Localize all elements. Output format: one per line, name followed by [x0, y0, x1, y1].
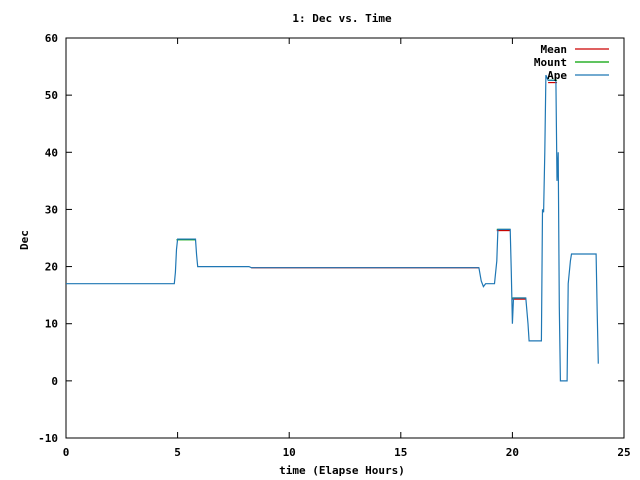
x-tick-label: 0: [63, 446, 70, 459]
y-tick-label: 20: [45, 261, 58, 274]
x-tick-label: 10: [283, 446, 296, 459]
legend-label-mount: Mount: [534, 56, 567, 69]
legend-label-mean: Mean: [541, 43, 568, 56]
y-tick-label: 40: [45, 146, 58, 159]
y-tick-label: -10: [38, 432, 58, 445]
y-tick-label: 30: [45, 203, 58, 216]
chart-title: 1: Dec vs. Time: [292, 12, 392, 25]
x-axis: 0 5 10 15 20 25: [63, 38, 631, 459]
x-tick-label: 20: [506, 446, 519, 459]
series-layer: [66, 74, 599, 382]
series-line-ape: [66, 74, 599, 382]
legend-label-ape: Ape: [547, 69, 567, 82]
y-tick-label: 0: [51, 375, 58, 388]
y-axis-label: Dec: [18, 230, 31, 250]
x-tick-label: 15: [394, 446, 407, 459]
plot-frame: [65, 37, 625, 439]
y-tick-label: 10: [45, 318, 58, 331]
y-tick-label: 60: [45, 32, 58, 45]
x-axis-label: time (Elapse Hours): [279, 464, 405, 477]
y-tick-label: 50: [45, 89, 58, 102]
plot-border: [65, 37, 625, 439]
x-tick-label: 5: [174, 446, 181, 459]
x-tick-label: 25: [617, 446, 630, 459]
y-axis: -10 0 10 20 30 40 50 60: [38, 32, 624, 445]
